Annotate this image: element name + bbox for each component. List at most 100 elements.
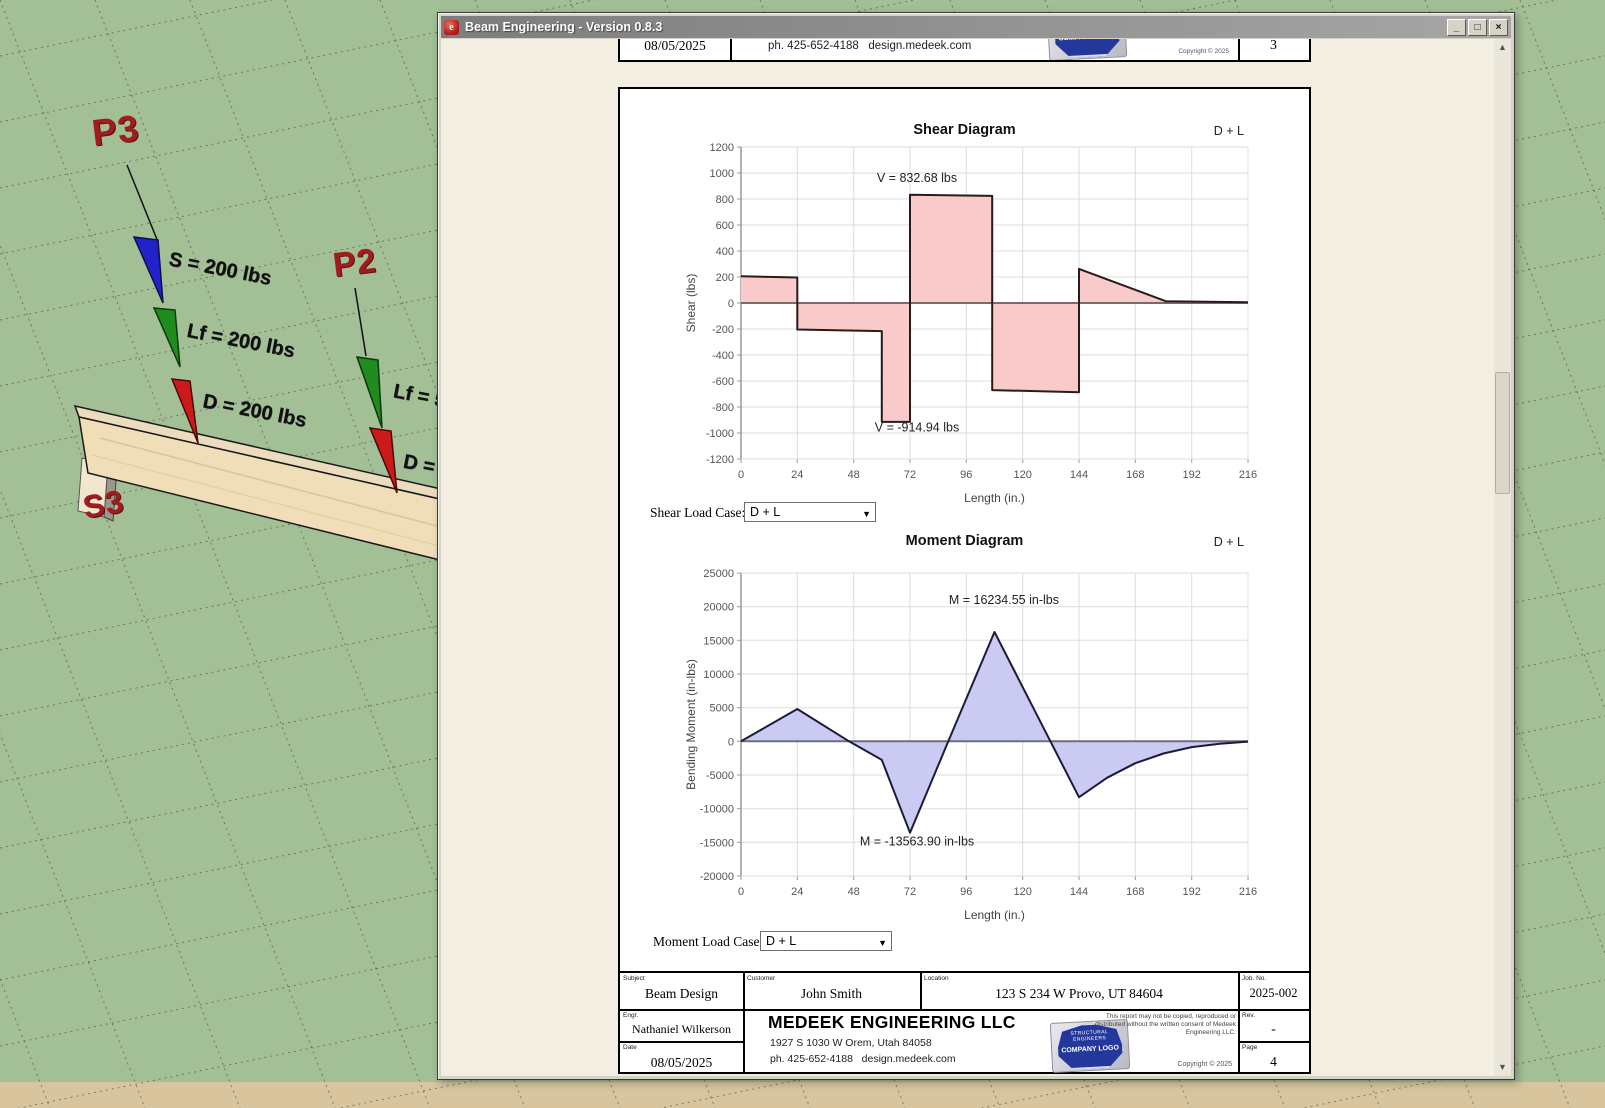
subject-value: Beam Design <box>644 986 719 1001</box>
shear-load-case-label: Shear Load Case: <box>650 505 746 520</box>
svg-text:-1000: -1000 <box>706 428 734 440</box>
svg-text:168: 168 <box>1126 469 1144 481</box>
company-logo: STRUCTURAL ENGINEERS COMPANY LOGO <box>1046 39 1128 60</box>
svg-text:Length (in.): Length (in.) <box>964 491 1025 505</box>
beam-engineering-window: e Beam Engineering - Version 0.8.3 _ □ ×… <box>437 12 1515 1080</box>
footer-page-number: 3 <box>1270 39 1277 53</box>
svg-text:5000: 5000 <box>710 703 734 715</box>
svg-text:400: 400 <box>716 246 734 258</box>
svg-text:-800: -800 <box>712 402 734 414</box>
p3-live-arrow <box>152 307 181 368</box>
logo-text: COMPANY LOGO <box>1055 39 1119 43</box>
svg-text:V = -914.94 lbs: V = -914.94 lbs <box>875 421 959 435</box>
window-title: Beam Engineering - Version 0.8.3 <box>465 20 663 34</box>
svg-text:600: 600 <box>716 220 734 232</box>
p3-snow-arrow <box>132 236 164 304</box>
svg-text:200: 200 <box>716 272 734 284</box>
point-label-p3: P3 <box>89 107 142 154</box>
window-content: 08/05/2025 ph. 425-652-4188 design.medee… <box>441 39 1511 1076</box>
moment-load-case-label: Moment Load Case: <box>653 934 764 949</box>
chevron-down-icon: ▼ <box>862 509 871 519</box>
svg-text:216: 216 <box>1239 886 1257 898</box>
company-name: MEDEEK ENGINEERING LLC <box>768 1012 1016 1032</box>
title-bar[interactable]: e Beam Engineering - Version 0.8.3 _ □ × <box>441 16 1511 38</box>
svg-text:96: 96 <box>960 469 972 481</box>
job-number-label: Job. No. <box>1242 975 1267 982</box>
beam <box>73 404 449 563</box>
company-phone: ph. 425-652-4188 design.medeek.com <box>770 1053 956 1065</box>
point-label-p2: P2 <box>330 241 379 285</box>
svg-text:168: 168 <box>1126 886 1144 898</box>
svg-text:15000: 15000 <box>703 635 734 647</box>
location-value: 123 S 234 W Provo, UT 84604 <box>995 986 1163 1001</box>
maximize-button[interactable]: □ <box>1468 18 1487 36</box>
shear-diagram-title: Shear Diagram <box>913 122 1016 138</box>
svg-text:-10000: -10000 <box>700 804 734 816</box>
svg-text:M = 16234.55 in-lbs: M = 16234.55 in-lbs <box>949 593 1059 607</box>
logo-text: COMPANY LOGO <box>1061 1044 1120 1055</box>
svg-text:0: 0 <box>728 298 734 310</box>
report-page-4: Shear Diagram D + L 0 24 48 72 96 120 144 168 19… <box>618 87 1311 1074</box>
p2-dead-arrow <box>368 427 398 494</box>
minimize-button[interactable]: _ <box>1447 18 1466 36</box>
svg-text:120: 120 <box>1014 469 1032 481</box>
moment-load-case-select[interactable]: D + L ▼ <box>760 931 892 951</box>
moment-diagram-title: Moment Diagram <box>905 533 1024 549</box>
app-icon: e <box>444 19 459 35</box>
svg-text:V = 832.68 lbs: V = 832.68 lbs <box>877 171 957 185</box>
svg-text:144: 144 <box>1070 469 1088 481</box>
svg-text:800: 800 <box>716 194 734 206</box>
engineer-value: Nathaniel Wilkerson <box>632 1022 731 1036</box>
revision-value: - <box>1271 1021 1276 1036</box>
footer-date: 08/05/2025 <box>644 39 706 53</box>
subject-label: Subject <box>623 975 645 982</box>
footer-copyright: Copyright © 2025 <box>1178 48 1229 55</box>
p3-dead-arrow <box>170 378 199 444</box>
scroll-up-icon[interactable]: ▲ <box>1494 39 1511 56</box>
svg-text:1200: 1200 <box>710 142 734 154</box>
report-page-3-partial: 08/05/2025 ph. 425-652-4188 design.medee… <box>618 39 1311 62</box>
footer-phone: ph. 425-652-4188 design.medeek.com <box>768 40 972 52</box>
svg-text:Shear (lbs): Shear (lbs) <box>684 274 698 333</box>
svg-text:96: 96 <box>960 886 972 898</box>
page-number-value: 4 <box>1270 1054 1277 1069</box>
svg-text:0: 0 <box>738 886 744 898</box>
svg-text:48: 48 <box>848 886 860 898</box>
svg-text:-1200: -1200 <box>706 454 734 466</box>
svg-text:20000: 20000 <box>703 602 734 614</box>
svg-text:48: 48 <box>848 469 860 481</box>
job-number-value: 2025-002 <box>1249 986 1298 1000</box>
moment-load-case-tag: D + L <box>1213 535 1244 549</box>
svg-text:-20000: -20000 <box>700 871 734 883</box>
svg-text:192: 192 <box>1183 469 1201 481</box>
disclaimer-text: This report may not be copied, reproduce… <box>1095 1013 1236 1036</box>
date-value: 08/05/2025 <box>650 1055 713 1070</box>
p3-leader-line <box>126 164 159 243</box>
copyright-text: Copyright © 2025 <box>1177 1061 1232 1068</box>
svg-text:-15000: -15000 <box>700 837 734 849</box>
page-label: Page <box>1242 1044 1258 1051</box>
engineer-label: Engr. <box>623 1012 639 1019</box>
svg-text:-400: -400 <box>712 350 734 362</box>
svg-text:M = -13563.90 in-lbs: M = -13563.90 in-lbs <box>860 835 974 849</box>
svg-text:0: 0 <box>728 736 734 748</box>
svg-text:1000: 1000 <box>710 168 734 180</box>
company-address: 1927 S 1030 W Orem, Utah 84058 <box>770 1037 932 1049</box>
close-button[interactable]: × <box>1489 18 1508 36</box>
shear-diagram-chart: 0 24 48 72 96 120 144 168 192 216 1200 1000 800 600 40… <box>684 142 1257 505</box>
support-label-s3: S3 <box>80 482 127 526</box>
moment-diagram-chart: 0 24 48 72 96 120 144 168 192 216 25000 20000 15000 1… <box>684 568 1257 922</box>
svg-text:120: 120 <box>1014 886 1032 898</box>
shear-load-case-select[interactable]: D + L ▼ <box>744 502 876 522</box>
scrollbar-thumb[interactable] <box>1495 372 1510 494</box>
ground-band <box>0 1082 1605 1108</box>
svg-text:192: 192 <box>1183 886 1201 898</box>
svg-text:24: 24 <box>791 469 803 481</box>
scroll-down-icon[interactable]: ▼ <box>1494 1059 1511 1076</box>
customer-value: John Smith <box>800 986 863 1001</box>
shear-load-case-tag: D + L <box>1213 124 1244 138</box>
vertical-scrollbar[interactable]: ▲ ▼ <box>1494 39 1511 1076</box>
revision-label: Rev. <box>1242 1012 1255 1019</box>
svg-text:72: 72 <box>904 469 916 481</box>
date-label: Date <box>623 1044 637 1051</box>
